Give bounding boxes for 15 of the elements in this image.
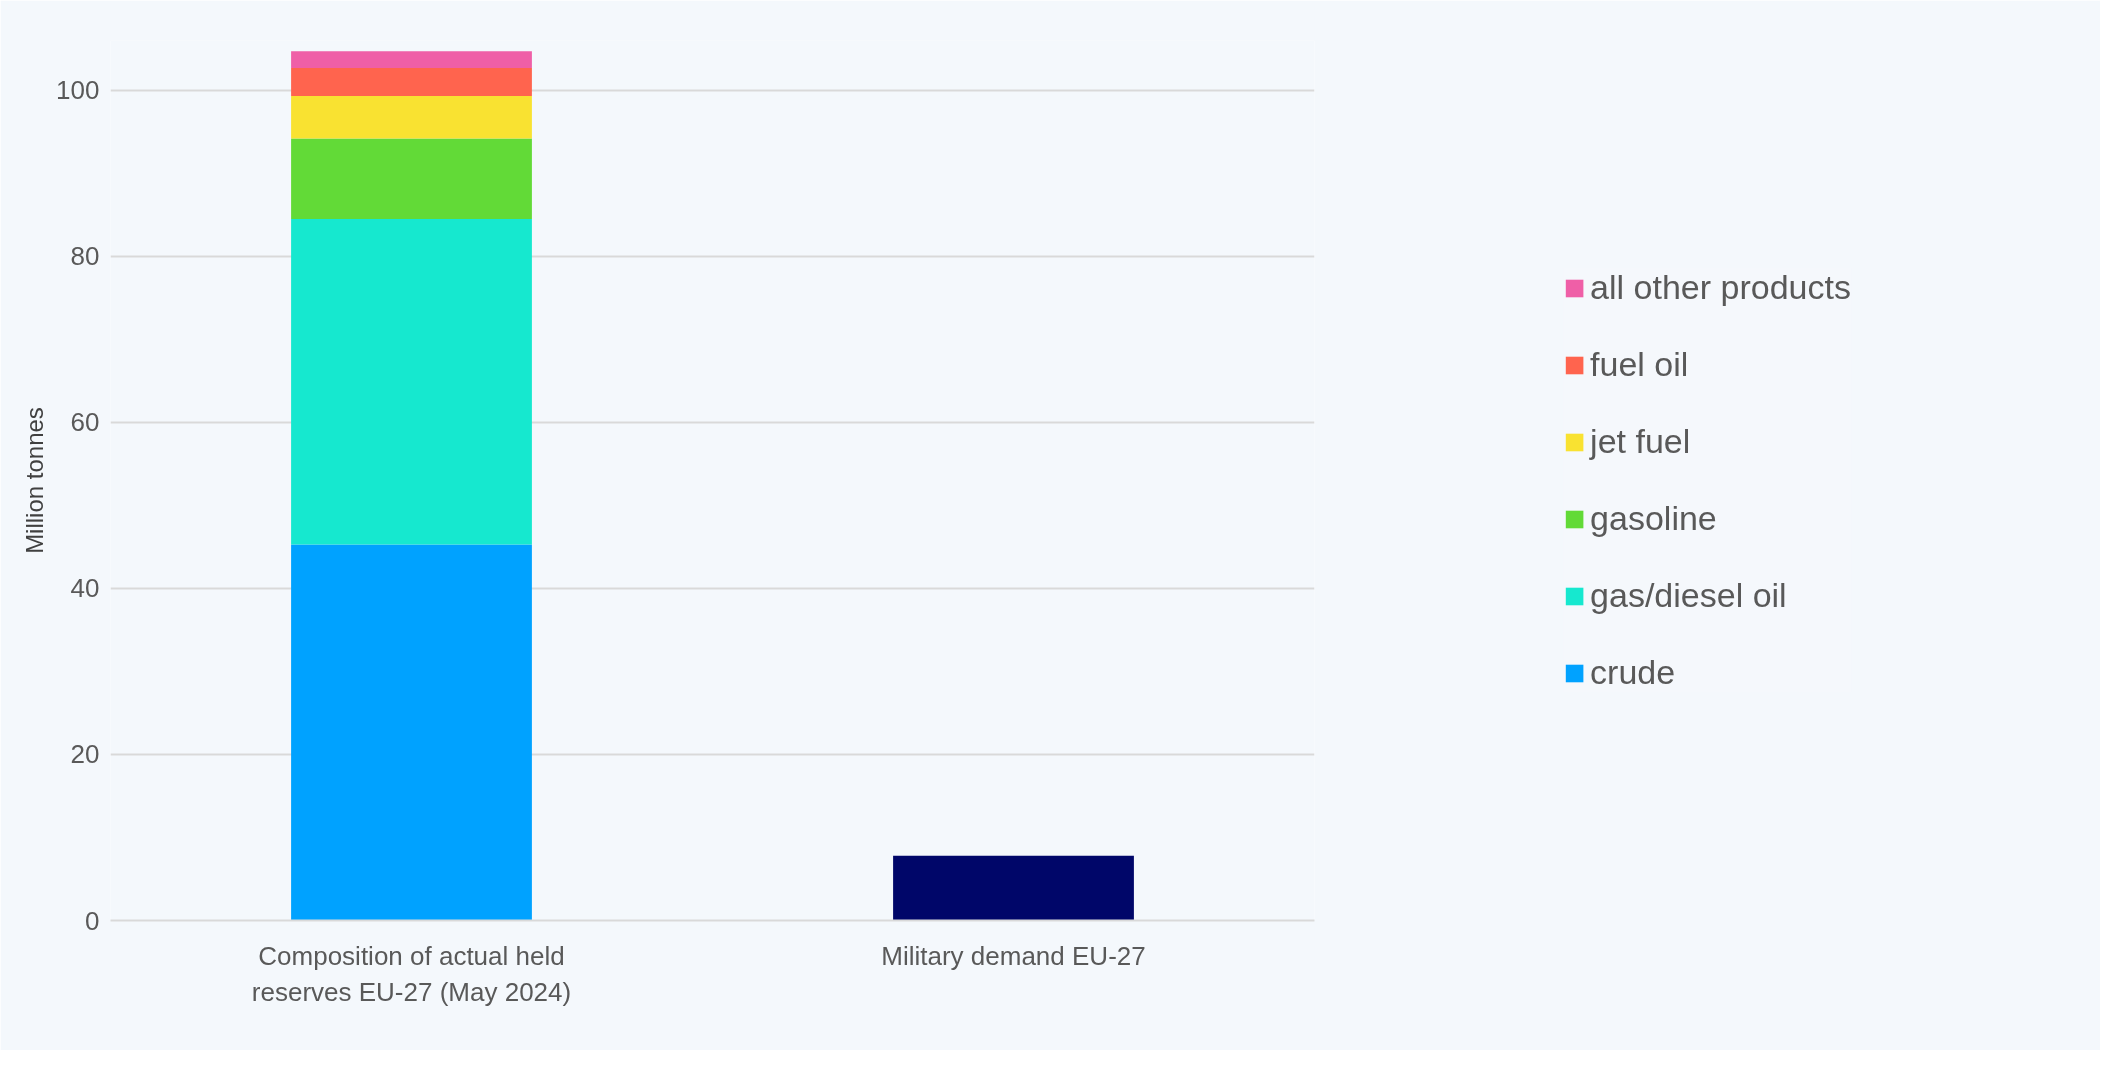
legend-label: all other products [1590, 268, 1851, 307]
legend-label: gas/diesel oil [1590, 576, 1787, 615]
y-tick-label: 20 [70, 739, 100, 770]
y-axis-title: Million tonnes [21, 407, 49, 554]
x-tick-label: Military demand EU-27 [881, 940, 1146, 971]
legend-label: crude [1590, 653, 1676, 692]
y-tick-label: 40 [70, 573, 100, 604]
y-tick-label: 60 [70, 407, 100, 438]
legend-label: fuel oil [1590, 345, 1689, 384]
legend-label: gasoline [1590, 499, 1717, 538]
y-tick-label: 100 [56, 75, 100, 106]
y-tick-label: 80 [70, 241, 100, 272]
y-tick-label: 0 [85, 905, 100, 936]
legend-label: jet fuel [1590, 422, 1691, 461]
x-tick-label: Composition of actual held reserves EU-27 (May 2024) [251, 940, 572, 1007]
